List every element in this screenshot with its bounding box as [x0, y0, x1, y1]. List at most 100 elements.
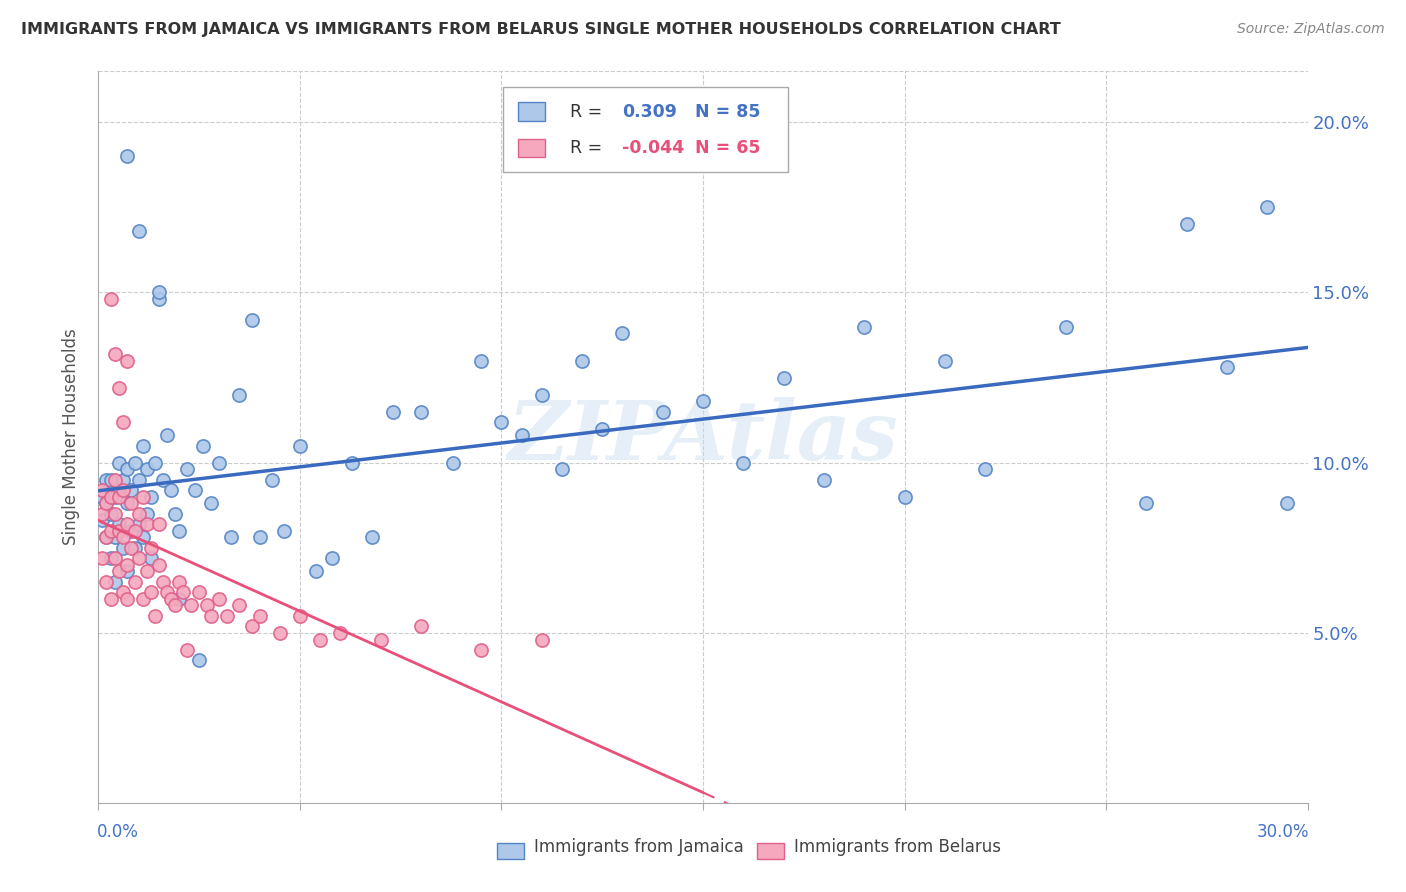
Point: [100, 591, 122, 606]
Point: [111, 473, 134, 487]
Point: [813, 473, 835, 487]
Point: [193, 439, 215, 453]
Point: [510, 428, 533, 442]
Point: [139, 550, 162, 565]
Point: [160, 591, 183, 606]
Point: [288, 608, 311, 623]
Point: [228, 387, 250, 401]
Point: [200, 496, 222, 510]
Point: [1277, 496, 1299, 510]
Point: [853, 319, 876, 334]
Point: [139, 541, 162, 555]
Text: Source: ZipAtlas.com: Source: ZipAtlas.com: [1237, 22, 1385, 37]
Point: [409, 619, 432, 633]
Point: [163, 507, 186, 521]
Point: [148, 293, 170, 307]
Point: [91, 483, 114, 497]
Point: [128, 550, 150, 565]
Point: [103, 347, 125, 361]
Text: 0.0%: 0.0%: [97, 823, 139, 841]
Point: [530, 387, 553, 401]
Point: [409, 404, 432, 418]
Point: [124, 574, 146, 589]
Point: [128, 224, 150, 238]
Point: [128, 507, 150, 521]
Point: [208, 591, 231, 606]
Point: [692, 394, 714, 409]
Point: [103, 531, 125, 545]
Point: [111, 541, 134, 555]
FancyBboxPatch shape: [517, 103, 546, 120]
Point: [288, 439, 311, 453]
Point: [1216, 360, 1239, 375]
Point: [135, 507, 157, 521]
Point: [180, 599, 202, 613]
Point: [612, 326, 634, 341]
Point: [107, 516, 129, 531]
Point: [1175, 218, 1198, 232]
Point: [381, 404, 404, 418]
Point: [96, 531, 118, 545]
Point: [96, 496, 118, 510]
Point: [115, 353, 138, 368]
Point: [107, 524, 129, 538]
Point: [321, 550, 343, 565]
Point: [111, 415, 134, 429]
Point: [91, 490, 114, 504]
Point: [260, 473, 283, 487]
Point: [115, 516, 138, 531]
Point: [361, 531, 384, 545]
Point: [184, 483, 207, 497]
Point: [208, 456, 231, 470]
Point: [249, 608, 271, 623]
Point: [91, 550, 114, 565]
Point: [200, 608, 222, 623]
FancyBboxPatch shape: [503, 87, 787, 171]
Point: [91, 513, 114, 527]
Point: [167, 574, 190, 589]
Point: [893, 490, 915, 504]
Point: [91, 507, 114, 521]
Point: [103, 550, 125, 565]
Point: [103, 574, 125, 589]
Point: [470, 353, 492, 368]
Point: [124, 456, 146, 470]
FancyBboxPatch shape: [517, 139, 546, 157]
Point: [120, 524, 142, 538]
Point: [107, 381, 129, 395]
Point: [273, 524, 295, 538]
Point: [156, 585, 179, 599]
Point: [152, 574, 174, 589]
Point: [120, 483, 142, 497]
Text: 30.0%: 30.0%: [1257, 823, 1309, 841]
Point: [135, 565, 157, 579]
Point: [148, 285, 170, 300]
Point: [115, 496, 138, 510]
Point: [530, 632, 553, 647]
Point: [305, 565, 328, 579]
Point: [176, 642, 198, 657]
Point: [167, 524, 190, 538]
Point: [100, 293, 122, 307]
Point: [1135, 496, 1157, 510]
Point: [96, 496, 118, 510]
Text: Immigrants from Jamaica: Immigrants from Jamaica: [534, 838, 744, 856]
Point: [163, 599, 186, 613]
Point: [934, 353, 956, 368]
Point: [115, 462, 138, 476]
Point: [132, 490, 155, 504]
Point: [100, 490, 122, 504]
Point: [139, 585, 162, 599]
Point: [96, 473, 118, 487]
Point: [100, 524, 122, 538]
Point: [221, 531, 243, 545]
Point: [651, 404, 673, 418]
Point: [733, 456, 755, 470]
Text: IMMIGRANTS FROM JAMAICA VS IMMIGRANTS FROM BELARUS SINGLE MOTHER HOUSEHOLDS CORR: IMMIGRANTS FROM JAMAICA VS IMMIGRANTS FR…: [21, 22, 1062, 37]
Point: [120, 541, 142, 555]
Point: [309, 632, 332, 647]
Point: [974, 462, 997, 476]
Point: [143, 456, 166, 470]
Point: [111, 585, 134, 599]
Point: [103, 490, 125, 504]
